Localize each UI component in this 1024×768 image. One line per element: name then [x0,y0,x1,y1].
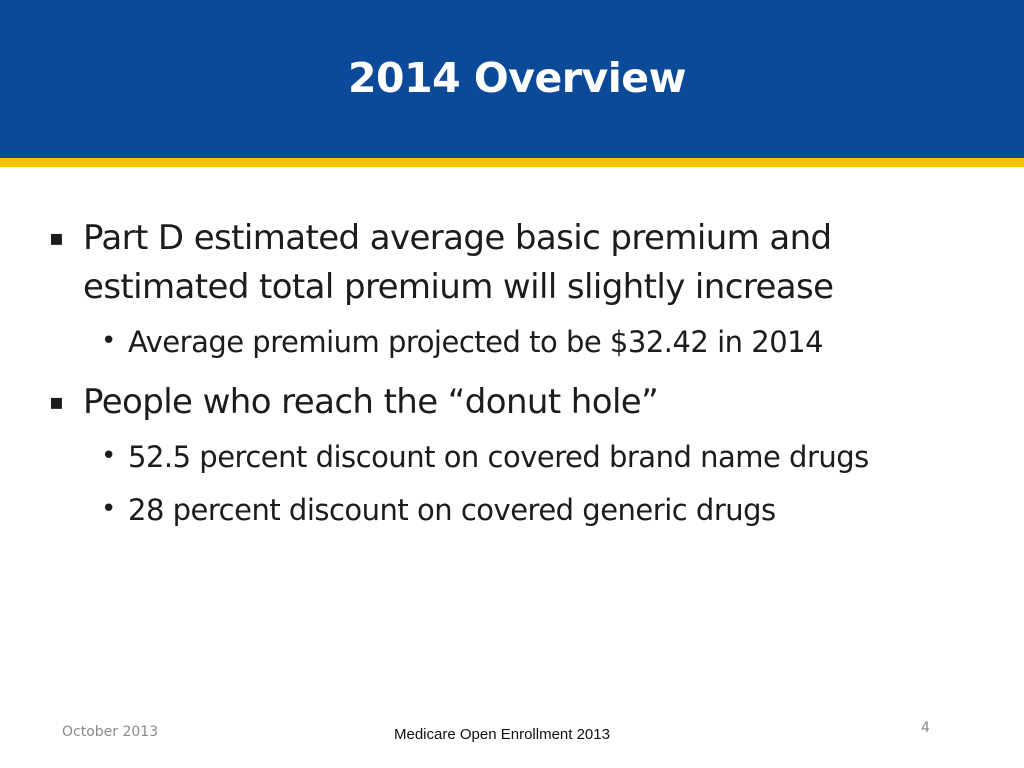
slide-title: 2014 Overview [348,54,686,102]
sub-bullet-brand-discount: • 52.5 percent discount on covered brand… [46,437,996,477]
page-number: 4 [921,720,930,736]
slide-body: ▪ Part D estimated average basic premium… [46,214,996,530]
bullet-part-d-premium: ▪ Part D estimated average basic premium… [46,214,996,312]
sub-bullet-average-premium: • Average premium projected to be $32.42… [46,322,996,362]
footer-title: Medicare Open Enrollment 2013 [394,726,610,743]
bullet-text: Part D estimated average basic premium a… [83,218,834,307]
bullet-donut-hole: ▪ People who reach the “donut hole” [46,378,996,427]
bullet-text: People who reach the “donut hole” [83,382,659,422]
dot-bullet-icon: • [101,441,116,471]
square-bullet-icon: ▪ [49,390,64,415]
sub-bullet-text: 52.5 percent discount on covered brand n… [128,440,869,474]
dot-bullet-icon: • [101,326,116,356]
sub-bullet-generic-discount: • 28 percent discount on covered generic… [46,490,996,530]
title-band [0,0,1024,158]
accent-stripe [0,158,1024,167]
footer-date: October 2013 [62,724,159,740]
dot-bullet-icon: • [101,494,116,524]
sub-bullet-text: 28 percent discount on covered generic d… [128,493,776,527]
square-bullet-icon: ▪ [49,226,64,251]
sub-bullet-text: Average premium projected to be $32.42 i… [128,325,824,359]
